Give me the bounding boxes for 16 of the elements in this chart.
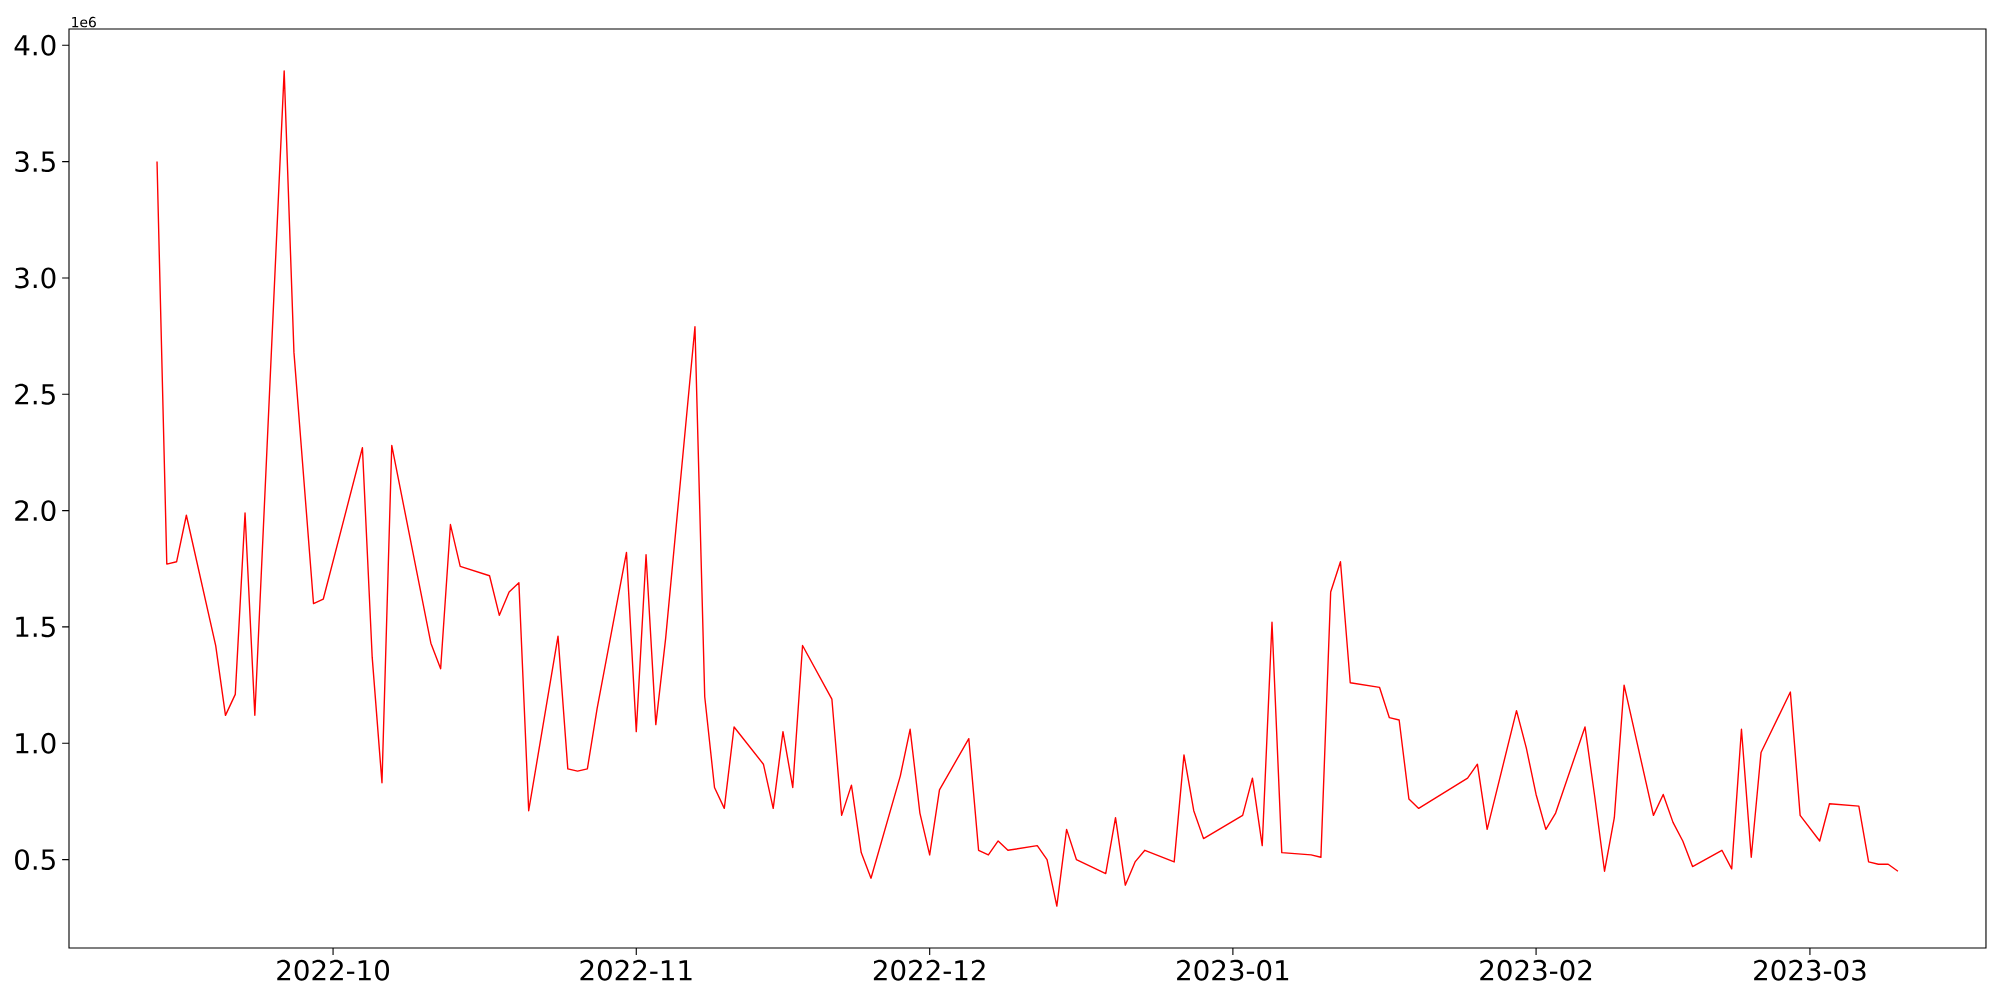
x-tick-label: 2022-10 bbox=[277, 959, 390, 981]
y-tick-label: 1.0 bbox=[16, 732, 56, 754]
y-tick-label: 2.0 bbox=[15, 500, 56, 522]
x-tick-label: 2023-01 bbox=[1177, 959, 1289, 981]
y-tick-label: 4.0 bbox=[14, 34, 56, 56]
y-tick-label: 3.5 bbox=[15, 151, 55, 173]
x-tick-label: 2022-11 bbox=[580, 959, 692, 981]
x-tick-label: 2023-02 bbox=[1480, 959, 1592, 981]
x-tick-label: 2022-12 bbox=[873, 959, 985, 981]
y-tick-label: 2.5 bbox=[15, 383, 55, 405]
y-tick-label: 0.5 bbox=[15, 849, 55, 871]
y-tick-label: 3.0 bbox=[15, 267, 56, 289]
text: 1e6 bbox=[72, 16, 96, 28]
line-series bbox=[156, 70, 1899, 907]
x-tick-label: 2023-03 bbox=[1754, 959, 1866, 981]
y-tick-label: 1.5 bbox=[16, 616, 55, 638]
